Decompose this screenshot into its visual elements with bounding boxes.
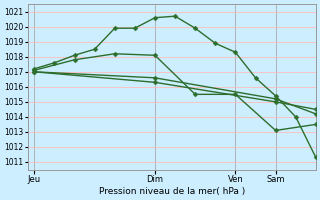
X-axis label: Pression niveau de la mer( hPa ): Pression niveau de la mer( hPa ) bbox=[99, 187, 245, 196]
